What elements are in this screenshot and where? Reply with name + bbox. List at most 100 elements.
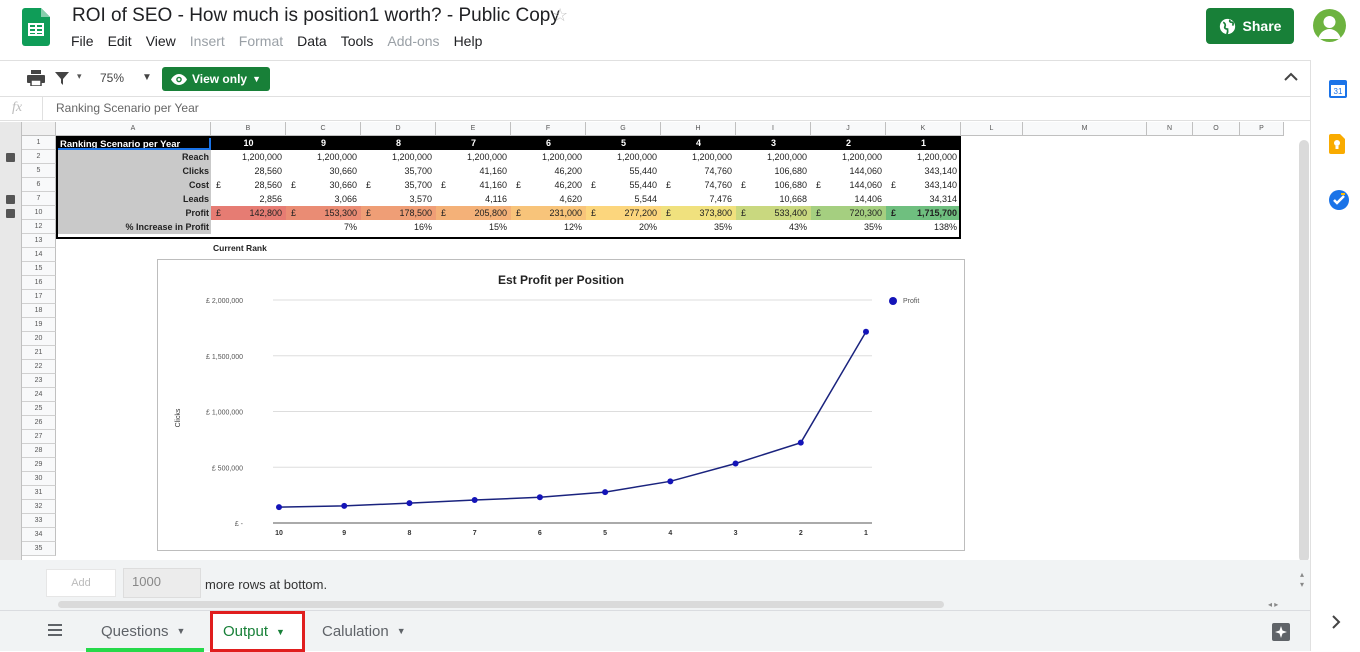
data-point[interactable]	[602, 489, 609, 496]
column-header-l[interactable]: L	[961, 122, 1023, 136]
zoom-select[interactable]: 75%	[100, 71, 125, 85]
row-label-cell[interactable]: % Increase in Profit	[56, 220, 211, 234]
row-header-33[interactable]: 33	[22, 514, 56, 528]
table-cell[interactable]: £30,660	[286, 178, 361, 192]
all-sheets-menu-icon[interactable]	[48, 623, 62, 641]
row-header-17[interactable]: 17	[22, 290, 56, 304]
explore-icon[interactable]	[1272, 623, 1290, 646]
row-header-32[interactable]: 32	[22, 500, 56, 514]
table-cell[interactable]: 35%	[811, 220, 886, 234]
table-cell[interactable]: 343,140	[886, 164, 961, 178]
position-header-cell[interactable]: 3	[736, 136, 811, 150]
menu-item-addons[interactable]: Add-ons	[387, 33, 440, 49]
table-cell[interactable]: 144,060	[811, 164, 886, 178]
menu-item-edit[interactable]: Edit	[107, 33, 132, 49]
row-header-16[interactable]: 16	[22, 276, 56, 290]
menu-item-format[interactable]: Format	[238, 33, 284, 49]
table-cell[interactable]: 1,200,000	[511, 150, 586, 164]
profit-chart[interactable]: Est Profit per Position £ - £ 500,000 £ 1,0…	[157, 259, 965, 551]
table-cell[interactable]: £343,140	[886, 178, 961, 192]
star-icon[interactable]: ☆	[552, 5, 569, 25]
scroll-updown-icon[interactable]: ▴ ▾	[1300, 570, 1305, 589]
position-header-cell[interactable]: 1	[886, 136, 961, 150]
tab-calulation[interactable]: Calulation ▼	[312, 611, 422, 651]
column-header-m[interactable]: M	[1023, 122, 1147, 136]
column-header-j[interactable]: J	[811, 122, 886, 136]
table-cell[interactable]: £41,160	[436, 178, 511, 192]
table-cell[interactable]: 1,200,000	[286, 150, 361, 164]
table-cell[interactable]: 2,856	[211, 192, 286, 206]
table-cell[interactable]: 3,570	[361, 192, 436, 206]
formula-input[interactable]: Ranking Scenario per Year	[56, 101, 199, 115]
expand-group-icon[interactable]	[6, 209, 15, 218]
table-cell[interactable]: 3,066	[286, 192, 361, 206]
data-point[interactable]	[406, 500, 413, 507]
row-header-12[interactable]: 12	[22, 220, 56, 234]
column-header-o[interactable]: O	[1193, 122, 1240, 136]
table-cell[interactable]: 14,406	[811, 192, 886, 206]
expand-group-icon[interactable]	[6, 195, 15, 204]
table-cell[interactable]: £28,560	[211, 178, 286, 192]
data-point[interactable]	[863, 328, 869, 335]
table-cell[interactable]: 1,200,000	[436, 150, 511, 164]
row-header-1[interactable]: 1	[22, 136, 56, 150]
row-header-24[interactable]: 24	[22, 388, 56, 402]
table-cell[interactable]: 138%	[886, 220, 961, 234]
row-label-cell[interactable]: Cost	[56, 178, 211, 192]
column-header-a[interactable]: A	[56, 122, 211, 136]
position-header-cell[interactable]: 2	[811, 136, 886, 150]
table-cell[interactable]: £231,000	[511, 206, 586, 220]
table-cell[interactable]: £142,800	[211, 206, 286, 220]
row-header-2[interactable]: 2	[22, 150, 56, 164]
table-cell[interactable]: 20%	[586, 220, 661, 234]
table-cell[interactable]: 30,660	[286, 164, 361, 178]
table-cell[interactable]: 1,200,000	[811, 150, 886, 164]
row-label-cell[interactable]: Leads	[56, 192, 211, 206]
row-header-22[interactable]: 22	[22, 360, 56, 374]
table-cell[interactable]: £35,700	[361, 178, 436, 192]
vertical-scroll-thumb[interactable]	[1299, 140, 1309, 562]
row-header-7[interactable]: 7	[22, 192, 56, 206]
menu-item-tools[interactable]: Tools	[340, 33, 374, 49]
collapse-chevron-icon[interactable]	[1284, 69, 1298, 85]
column-header-d[interactable]: D	[361, 122, 436, 136]
row-header-26[interactable]: 26	[22, 416, 56, 430]
row-label-cell[interactable]: Reach	[56, 150, 211, 164]
position-header-cell[interactable]: 5	[586, 136, 661, 150]
expand-panel-icon[interactable]	[1331, 615, 1341, 634]
tab-output[interactable]: Output ▼	[210, 611, 305, 652]
table-cell[interactable]: £1,715,700	[886, 206, 961, 220]
row-header-18[interactable]: 18	[22, 304, 56, 318]
data-point[interactable]	[471, 497, 478, 504]
table-cell[interactable]: £55,440	[586, 178, 661, 192]
position-header-cell[interactable]: 7	[436, 136, 511, 150]
column-header-k[interactable]: K	[886, 122, 961, 136]
row-header-6[interactable]: 6	[22, 178, 56, 192]
table-cell[interactable]: £277,200	[586, 206, 661, 220]
share-button[interactable]: Share	[1206, 8, 1294, 44]
table-cell[interactable]: 1,200,000	[736, 150, 811, 164]
table-cell[interactable]: 10,668	[736, 192, 811, 206]
add-rows-button[interactable]: Add	[46, 569, 116, 597]
keep-icon[interactable]	[1329, 134, 1345, 159]
table-cell[interactable]: £153,300	[286, 206, 361, 220]
row-header-5[interactable]: 5	[22, 164, 56, 178]
table-cell[interactable]: 4,620	[511, 192, 586, 206]
table-cell[interactable]: 28,560	[211, 164, 286, 178]
table-cell[interactable]: 16%	[361, 220, 436, 234]
position-header-cell[interactable]: 8	[361, 136, 436, 150]
row-header-15[interactable]: 15	[22, 262, 56, 276]
row-header-20[interactable]: 20	[22, 332, 56, 346]
scroll-left-icon[interactable]: ◂ ▸	[1268, 600, 1279, 609]
horizontal-scroll-thumb[interactable]	[58, 601, 944, 608]
column-header-i[interactable]: I	[736, 122, 811, 136]
table-cell[interactable]: 4,116	[436, 192, 511, 206]
table-cell[interactable]: £205,800	[436, 206, 511, 220]
row-label-cell[interactable]: Profit	[56, 206, 211, 220]
table-cell[interactable]: 1,200,000	[586, 150, 661, 164]
table-cell[interactable]: 35%	[661, 220, 736, 234]
row-header-35[interactable]: 35	[22, 542, 56, 556]
row-header-30[interactable]: 30	[22, 472, 56, 486]
table-cell[interactable]: 1,200,000	[361, 150, 436, 164]
data-point[interactable]	[667, 478, 674, 485]
